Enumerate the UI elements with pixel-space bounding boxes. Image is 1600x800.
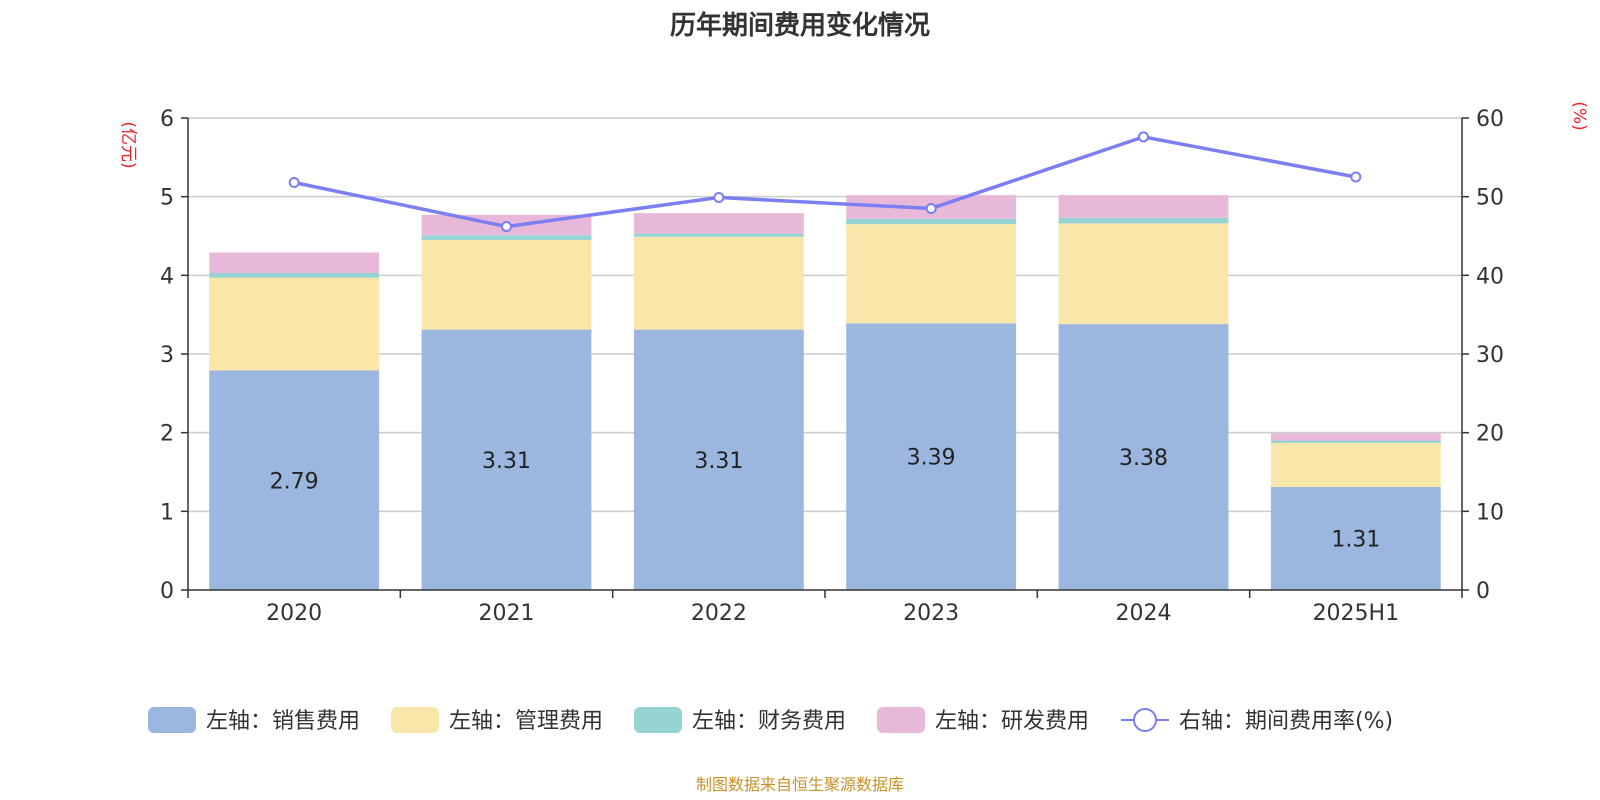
- bar-3-2025H1: [1270, 440, 1441, 443]
- bar-2-2023: [846, 224, 1017, 324]
- left-axis-tick-label: 3: [160, 343, 174, 368]
- bar-4-2020: [209, 252, 380, 273]
- bar-1-2020: [209, 370, 380, 590]
- left-axis-tick-label: 1: [160, 500, 174, 525]
- rate-point: [713, 191, 725, 203]
- right-axis-tick-label: 50: [1476, 186, 1504, 211]
- left-axis-tick-label: 5: [160, 186, 174, 211]
- bar-value-label: 3.31: [694, 449, 743, 474]
- bar-value-label: 2.79: [270, 469, 319, 494]
- bar-1-2022: [633, 329, 804, 590]
- bar-value-label: 1.31: [1331, 527, 1380, 552]
- left-axis-unit: (亿元): [118, 121, 138, 168]
- bar-series: [209, 195, 1441, 590]
- bar-2-2025H1: [1270, 442, 1441, 487]
- rate-point: [925, 202, 937, 214]
- bar-2-2024: [1058, 223, 1229, 325]
- right-axis-tick-label: 0: [1476, 579, 1490, 604]
- x-axis-tick-label: 2022: [691, 601, 747, 626]
- x-axis-tick-label: 2023: [903, 601, 959, 626]
- right-axis-tick-label: 40: [1476, 264, 1504, 289]
- bar-3-2024: [1058, 217, 1229, 224]
- left-axis-tick-label: 4: [160, 264, 174, 289]
- legend-swatch: [877, 707, 925, 733]
- left-axis-tick-label: 0: [160, 579, 174, 604]
- x-axis-tick-label: 2020: [266, 601, 322, 626]
- left-axis-tick-label: 2: [160, 422, 174, 447]
- x-axis-tick-label: 2024: [1116, 601, 1172, 626]
- bar-2-2020: [209, 277, 380, 371]
- bar-3-2021: [421, 235, 592, 240]
- right-axis-tick-label: 10: [1476, 500, 1504, 525]
- legend-marker: [1133, 708, 1157, 732]
- legend-swatch: [391, 707, 439, 733]
- legend-item: 左轴：研发费用: [877, 707, 1089, 734]
- bar-value-label: 3.31: [482, 449, 531, 474]
- rate-point: [501, 221, 512, 233]
- x-axis-tick-label: 2021: [479, 601, 535, 626]
- right-axis-tick-label: 60: [1476, 107, 1504, 132]
- legend-label: 右轴：期间费用率(%): [1179, 709, 1393, 734]
- bar-1-2025H1: [1270, 486, 1441, 590]
- right-axis-unit: (%): [1569, 101, 1589, 130]
- left-axis-tick-label: 6: [160, 107, 174, 132]
- bar-value-label: 3.38: [1119, 446, 1168, 471]
- legend-label: 左轴：销售费用: [206, 709, 360, 734]
- rate-point: [1350, 171, 1362, 183]
- legend-item: 左轴：财务费用: [634, 707, 846, 734]
- right-axis-tick-label: 30: [1476, 343, 1504, 368]
- bar-3-2022: [633, 233, 804, 237]
- bar-2-2021: [421, 239, 592, 330]
- rate-point: [288, 177, 300, 189]
- bar-2-2022: [633, 236, 804, 330]
- rate-point: [1138, 131, 1149, 143]
- legend-label: 左轴：研发费用: [935, 709, 1089, 734]
- grid-lines: [188, 117, 1462, 513]
- bar-1-2023: [846, 323, 1017, 590]
- data-labels: 2.79 3.31 3.31 3.39 3.38 1.31: [270, 446, 1381, 553]
- x-axis-tick-label: 2025H1: [1313, 601, 1400, 626]
- right-axis-tick-label: 20: [1476, 422, 1504, 447]
- legend-item: 右轴：期间费用率(%): [1121, 708, 1393, 734]
- bar-4-2024: [1058, 195, 1229, 218]
- source-note: 制图数据来自恒生聚源数据库: [696, 775, 904, 794]
- bar-1-2021: [421, 329, 592, 590]
- bar-4-2022: [633, 213, 804, 234]
- rate-line-series: [288, 131, 1362, 233]
- legend: 左轴：销售费用 左轴：管理费用 左轴：财务费用 左轴：研发费用 右轴：期间费用率(%): [148, 707, 1393, 734]
- bar-4-2025H1: [1270, 433, 1441, 441]
- bar-3-2023: [846, 218, 1017, 225]
- bar-3-2020: [209, 272, 380, 278]
- bar-value-label: 3.39: [907, 446, 956, 471]
- legend-label: 左轴：管理费用: [449, 709, 603, 734]
- legend-item: 左轴：销售费用: [148, 707, 360, 734]
- legend-swatch: [634, 707, 682, 733]
- legend-swatch: [148, 707, 196, 733]
- legend-item: 左轴：管理费用: [391, 707, 603, 734]
- legend-label: 左轴：财务费用: [692, 709, 846, 734]
- bar-1-2024: [1058, 324, 1229, 590]
- chart-title: 历年期间费用变化情况: [670, 10, 930, 41]
- rate-line: [293, 135, 1357, 229]
